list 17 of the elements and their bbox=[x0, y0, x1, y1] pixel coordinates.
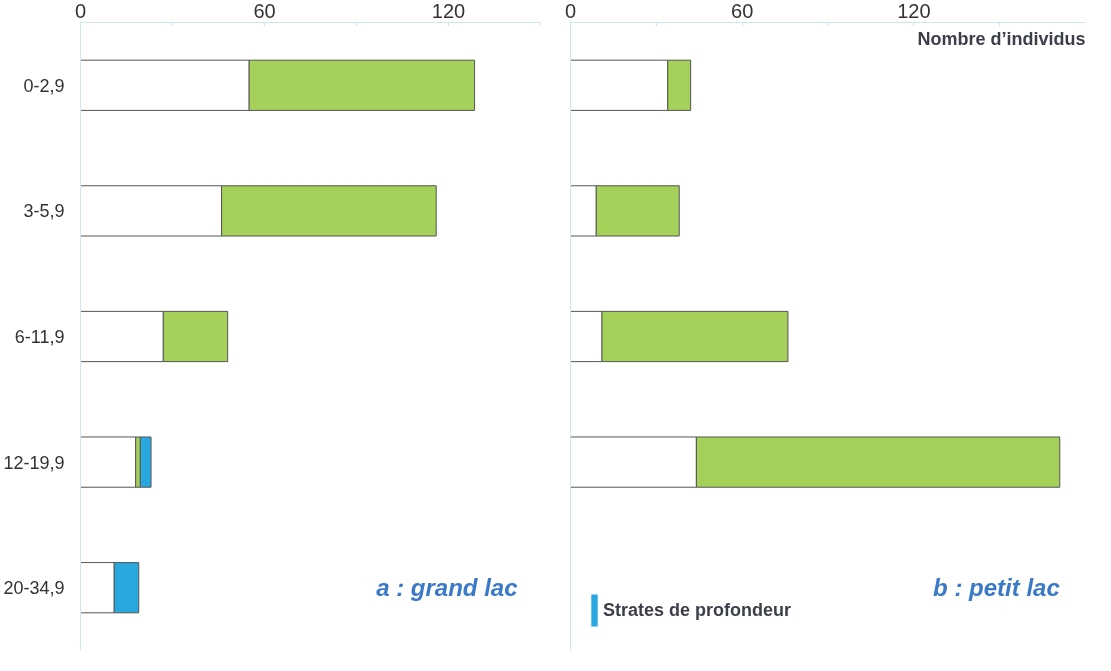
y-tick-label: 20-34,9 bbox=[3, 578, 65, 599]
legend-label: Strates de profondeur bbox=[603, 599, 792, 621]
y-tick-label: 6-11,9 bbox=[14, 327, 65, 347]
x-tick-label: 60 bbox=[253, 0, 276, 22]
y-tick-label: 3-5,9 bbox=[23, 201, 65, 222]
bar bbox=[80, 436, 137, 488]
y-tick-label: 12-19,9 bbox=[3, 452, 65, 473]
y-tick-label: 0-2,9 bbox=[23, 75, 65, 96]
text: a : grand lac bbox=[376, 574, 518, 602]
bar bbox=[139, 436, 152, 488]
text: b : petit lac bbox=[933, 574, 1060, 602]
x-tick-label: 120 bbox=[431, 0, 466, 22]
x-tick-label: 0 bbox=[564, 0, 577, 22]
x-tick-label: 120 bbox=[897, 0, 931, 22]
x-axis-title: Nombre d’individus bbox=[917, 28, 1086, 49]
x-tick-label: 0 bbox=[74, 0, 87, 22]
x-tick-label: 60 bbox=[731, 0, 754, 22]
